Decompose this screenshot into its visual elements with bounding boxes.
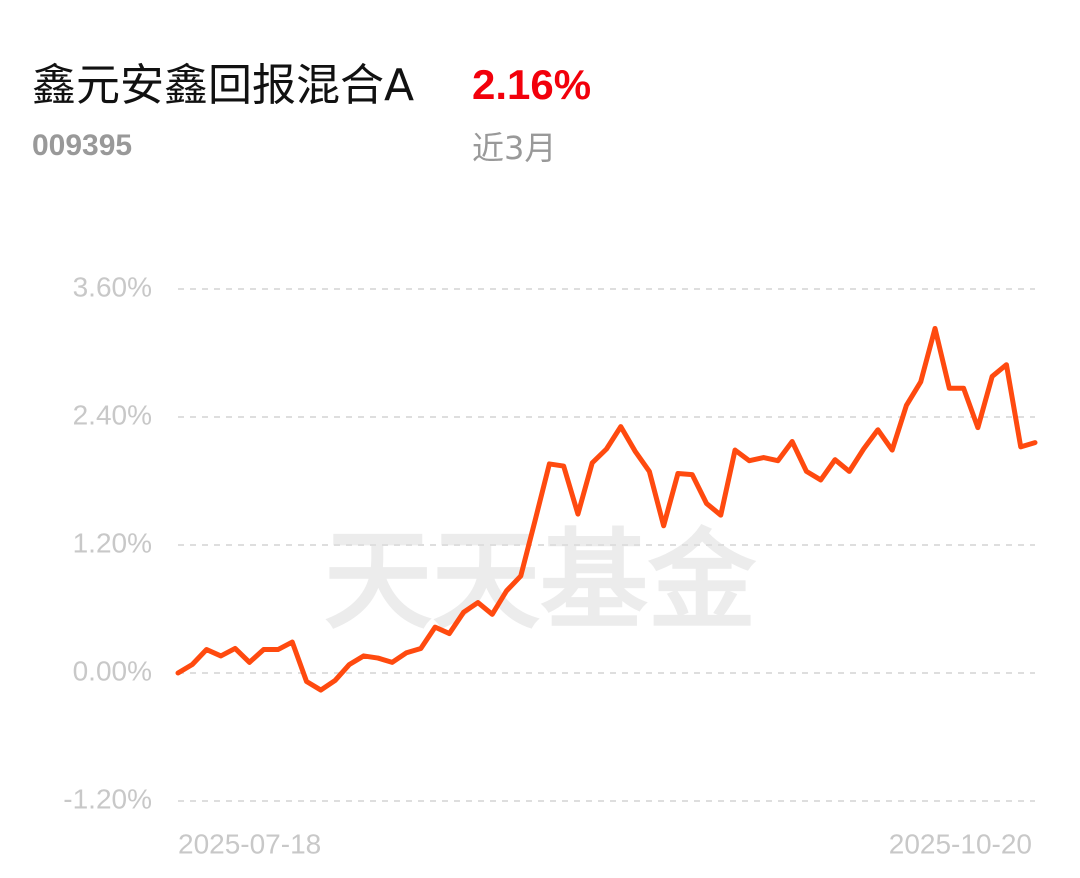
period-label: 近3月 — [472, 129, 556, 167]
y-tick-label: 3.60% — [73, 271, 152, 302]
watermark: 天天基金 — [324, 518, 757, 644]
chart-title: 鑫元安鑫回报混合A — [32, 60, 414, 111]
y-tick-label: 0.00% — [73, 655, 152, 686]
x-tick-label: 2025-07-18 — [178, 828, 321, 859]
x-tick-label: 2025-10-20 — [889, 828, 1032, 859]
series-line — [175, 325, 1038, 693]
return-value: 2.16% — [472, 61, 591, 108]
y-tick-label: -1.20% — [63, 783, 152, 814]
y-tick-label: 1.20% — [73, 527, 152, 558]
fund-code: 009395 — [32, 129, 132, 162]
y-tick-label: 2.40% — [73, 399, 152, 430]
